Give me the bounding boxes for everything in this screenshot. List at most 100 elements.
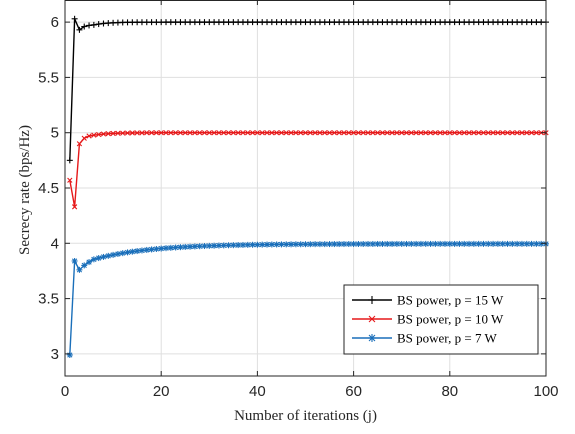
data-point (437, 240, 444, 247)
data-point (432, 130, 439, 136)
data-point (312, 130, 318, 136)
data-point (249, 130, 256, 136)
legend-label: BS power, p = 10 W (397, 312, 504, 327)
y-tick-label: 5.5 (38, 69, 59, 86)
data-point (368, 334, 376, 342)
data-point (86, 133, 92, 139)
data-point (447, 130, 453, 136)
x-tick-label: 20 (153, 383, 170, 400)
data-point (71, 257, 78, 264)
data-point (485, 130, 491, 136)
data-point (120, 130, 126, 136)
y-tick-label: 5 (51, 125, 59, 142)
data-point (86, 22, 93, 29)
data-point (134, 130, 140, 136)
data-point (90, 256, 97, 263)
data-point (451, 130, 458, 136)
data-point (394, 130, 400, 136)
data-point (76, 141, 83, 147)
series-3 (66, 240, 549, 358)
data-point (293, 130, 299, 136)
data-point (95, 255, 102, 262)
data-point (249, 241, 256, 248)
legend-label: BS power, p = 15 W (397, 293, 504, 308)
data-point (370, 130, 376, 136)
data-point (221, 130, 227, 136)
data-point (172, 244, 179, 251)
data-point (216, 130, 222, 136)
data-point (408, 130, 414, 136)
data-point (336, 241, 343, 248)
data-point (413, 130, 419, 136)
data-point (528, 240, 535, 247)
data-point (398, 240, 405, 247)
data-point (307, 130, 313, 136)
data-point (316, 241, 323, 248)
data-point (110, 251, 117, 258)
data-point (158, 130, 164, 136)
data-point (375, 130, 381, 136)
data-point (480, 130, 487, 136)
data-point (206, 130, 212, 136)
data-point (264, 130, 270, 136)
data-point (524, 130, 530, 136)
data-point (129, 130, 135, 136)
data-point (504, 240, 511, 247)
data-point (350, 241, 357, 248)
data-point (134, 248, 141, 255)
data-point (283, 130, 289, 136)
series-2 (67, 130, 549, 210)
data-point (345, 241, 352, 248)
legend-entry: BS power, p = 15 W (352, 293, 504, 308)
y-axis-title: Secrecy rate (bps/Hz) (17, 125, 33, 255)
data-point (403, 240, 410, 247)
data-point (129, 248, 136, 255)
data-point (71, 15, 78, 22)
data-point (225, 242, 232, 249)
data-point (368, 296, 376, 304)
data-point (292, 241, 299, 248)
data-point (471, 130, 477, 136)
y-tick-label: 3.5 (38, 291, 59, 308)
data-point (110, 130, 116, 137)
data-point (288, 130, 294, 136)
data-point (211, 242, 218, 249)
data-point (427, 130, 434, 136)
data-point (90, 21, 97, 28)
data-point (403, 130, 410, 136)
data-point (71, 204, 78, 210)
x-tick-label: 40 (249, 383, 266, 400)
series-line (69, 132, 546, 207)
data-point (500, 130, 506, 136)
data-point (67, 177, 73, 183)
data-point (225, 130, 232, 136)
data-point (163, 130, 169, 136)
data-point (81, 23, 88, 30)
data-point (485, 240, 492, 247)
data-point (220, 242, 227, 249)
data-point (519, 130, 525, 136)
data-point (442, 130, 448, 136)
data-point (408, 240, 415, 247)
data-point (139, 130, 145, 136)
data-point (96, 131, 102, 138)
data-point (326, 130, 333, 136)
data-point (144, 130, 150, 136)
data-point (461, 130, 467, 136)
data-point (187, 130, 193, 136)
data-point (350, 130, 357, 136)
data-point (423, 130, 429, 136)
data-point (368, 315, 376, 323)
data-point (278, 130, 285, 136)
data-point (322, 130, 328, 136)
data-point (192, 130, 198, 136)
data-point (115, 130, 121, 136)
data-point (456, 130, 463, 136)
data-point (211, 130, 217, 136)
data-point (268, 241, 275, 248)
data-point (399, 130, 405, 136)
data-point (341, 130, 347, 136)
data-point (413, 240, 420, 247)
data-point (196, 243, 203, 250)
data-point (235, 130, 241, 136)
